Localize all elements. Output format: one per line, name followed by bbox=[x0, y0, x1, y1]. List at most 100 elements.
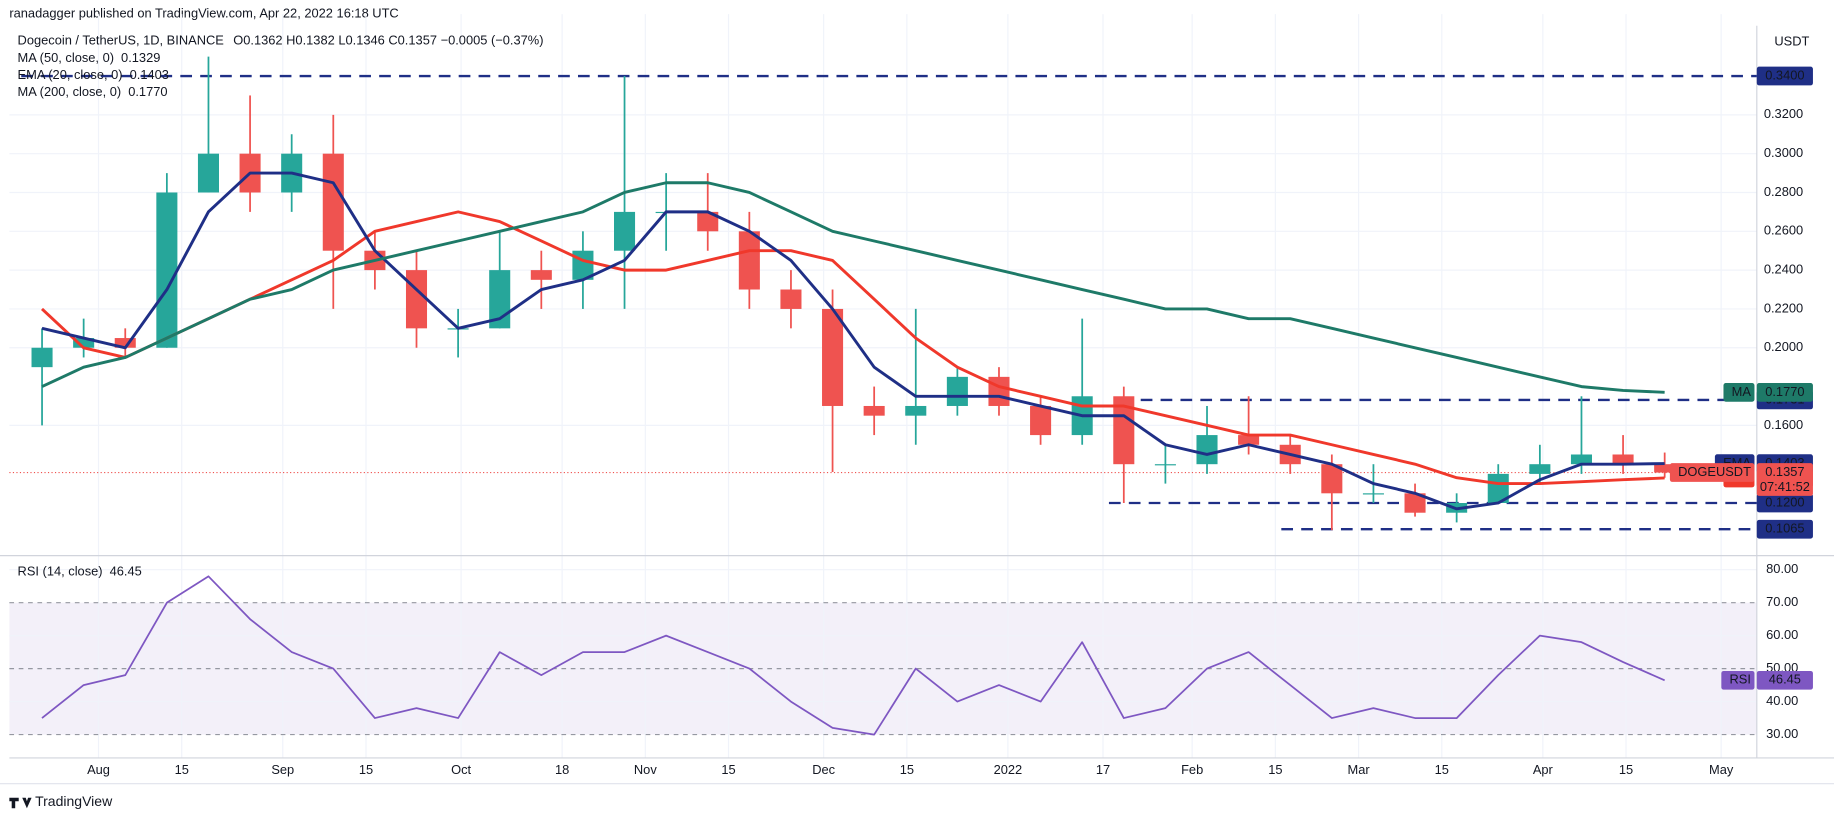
level-tag-value: 0.3400 bbox=[1765, 67, 1804, 82]
x-tick-label: Aug bbox=[87, 762, 110, 777]
candle-body bbox=[73, 338, 95, 348]
x-tick-label: 17 bbox=[1096, 762, 1110, 777]
level-tag-value: 0.1065 bbox=[1765, 521, 1804, 536]
rsi-line bbox=[41, 575, 1665, 736]
candle-body bbox=[1362, 493, 1384, 495]
x-tick-label: Apr bbox=[1533, 762, 1554, 777]
candle-body bbox=[322, 153, 344, 251]
y-tick-label: 0.1600 bbox=[1764, 417, 1803, 432]
y-tick-label: 0.2200 bbox=[1764, 300, 1803, 315]
ohlc-legend: O0.1362 H0.1382 L0.1346 C0.1357 −0.0005 … bbox=[233, 32, 543, 47]
rsi-legend-value: 46.45 bbox=[110, 563, 142, 578]
x-tick-label: Mar bbox=[1347, 762, 1370, 777]
rsi-legend: RSI (14, close) bbox=[18, 563, 103, 578]
level-tag-box bbox=[1756, 66, 1813, 86]
level-tag-box bbox=[1756, 493, 1813, 513]
x-tick-label: 15 bbox=[900, 762, 914, 777]
rsi-tick-label: 70.00 bbox=[1766, 594, 1798, 609]
last-price-countdown: 07:41:52 bbox=[1760, 479, 1810, 494]
indicator-line bbox=[41, 181, 1665, 394]
candle-body bbox=[1654, 464, 1676, 473]
x-tick-label: 15 bbox=[721, 762, 735, 777]
candle-body bbox=[780, 289, 802, 309]
candle-body bbox=[1321, 464, 1343, 494]
candle-body bbox=[1154, 464, 1176, 466]
rsi-tick-label: 30.00 bbox=[1766, 726, 1798, 741]
brand: TradingView bbox=[35, 793, 113, 809]
y-tick-label: 0.2000 bbox=[1764, 339, 1803, 354]
currency: USDT bbox=[1774, 34, 1809, 49]
candle-body bbox=[1612, 454, 1634, 465]
candle-body bbox=[1196, 435, 1218, 465]
candle-body bbox=[405, 270, 428, 329]
rsi-tag-name-box bbox=[1721, 670, 1755, 690]
indicator-tag-name: MA bbox=[1732, 384, 1752, 399]
candle-body bbox=[114, 338, 136, 348]
x-tick-label: 15 bbox=[1619, 762, 1633, 777]
x-tick-label: 15 bbox=[1268, 762, 1282, 777]
x-tick-label: Oct bbox=[451, 762, 471, 777]
y-tick-label: 0.2400 bbox=[1764, 262, 1803, 277]
candle-body bbox=[614, 211, 636, 251]
indicator-tag-box bbox=[1756, 383, 1813, 402]
x-tick-label: Dec bbox=[812, 762, 835, 777]
indicator-line bbox=[40, 210, 1665, 486]
rsi-tag-name: RSI bbox=[1730, 672, 1751, 687]
indicator-legend-value: 0.1329 bbox=[121, 50, 160, 65]
last-price-box bbox=[1756, 463, 1813, 496]
x-tick-label: 18 bbox=[555, 762, 569, 777]
candle-body bbox=[697, 211, 719, 232]
indicator-tag-value: 0.1770 bbox=[1765, 384, 1804, 399]
x-tick-label: 15 bbox=[1435, 762, 1449, 777]
attribution: ranadagger published on TradingView.com,… bbox=[9, 5, 398, 20]
candle-body bbox=[1487, 473, 1509, 504]
x-tick-label: 15 bbox=[359, 762, 373, 777]
candle-body bbox=[530, 270, 552, 280]
candle-body bbox=[156, 192, 178, 348]
candle-body bbox=[738, 231, 760, 290]
candle-body bbox=[1113, 396, 1135, 465]
candle-body bbox=[946, 376, 968, 406]
indicator-legend: EMA (20, close, 0) bbox=[18, 67, 123, 82]
y-tick-label: 0.2600 bbox=[1764, 223, 1803, 238]
last-price-symbol: DOGEUSDT bbox=[1678, 464, 1751, 479]
indicator-legend: MA (50, close, 0) bbox=[18, 50, 114, 65]
x-tick-label: Sep bbox=[271, 762, 294, 777]
candle-body bbox=[1238, 435, 1260, 445]
candle-body bbox=[1529, 464, 1551, 474]
candle-body bbox=[1404, 493, 1426, 513]
y-tick-label: 0.2800 bbox=[1764, 184, 1803, 199]
rsi-tag-box bbox=[1756, 670, 1813, 690]
x-tick-label: 2022 bbox=[994, 762, 1023, 777]
indicator-line bbox=[41, 171, 1665, 511]
rsi-tick-label: 40.00 bbox=[1766, 693, 1798, 708]
x-tick-label: Nov bbox=[634, 762, 657, 777]
indicator-tag-name-box bbox=[1723, 383, 1755, 402]
candle-body bbox=[822, 308, 844, 406]
rsi-tag-value: 46.45 bbox=[1769, 672, 1801, 687]
y-tick-label: 0.3200 bbox=[1764, 106, 1803, 121]
candle-body bbox=[863, 405, 885, 416]
candle-body bbox=[1570, 454, 1592, 465]
indicator-legend-value: 0.1403 bbox=[130, 67, 169, 82]
indicator-legend: MA (200, close, 0) bbox=[18, 84, 122, 99]
candle-body bbox=[31, 347, 53, 368]
level-tag-box bbox=[1756, 519, 1813, 539]
candle-body bbox=[905, 405, 927, 416]
last-price-symbol-box bbox=[1669, 463, 1755, 482]
rsi-tick-label: 60.00 bbox=[1766, 627, 1798, 642]
rsi-tick-label: 80.00 bbox=[1766, 561, 1798, 576]
level-tag-value: 0.1200 bbox=[1765, 494, 1804, 509]
x-tick-label: May bbox=[1709, 762, 1734, 777]
candle-body bbox=[988, 376, 1010, 406]
x-tick-label: Feb bbox=[1181, 762, 1203, 777]
x-tick-label: 15 bbox=[175, 762, 189, 777]
indicator-legend-value: 0.1770 bbox=[128, 84, 167, 99]
chart-title: Dogecoin / TetherUS, 1D, BINANCE bbox=[18, 32, 225, 47]
candle-body bbox=[1030, 405, 1052, 436]
brand-logo bbox=[9, 797, 32, 809]
candle-body bbox=[197, 153, 219, 193]
